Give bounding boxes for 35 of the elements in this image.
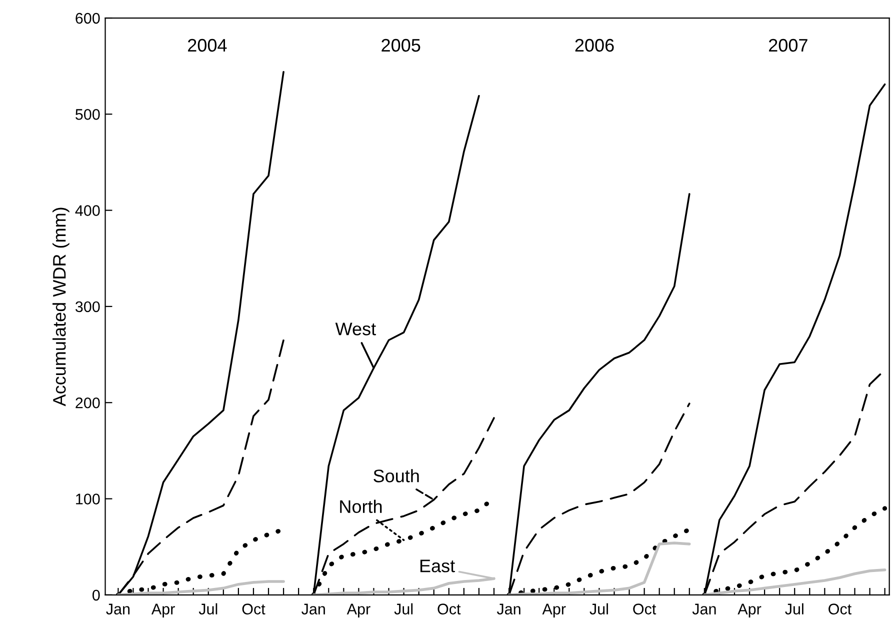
x-tick-label: Apr <box>346 604 370 618</box>
y-tick-label: 100 <box>76 494 100 504</box>
annotation: 2007 <box>769 38 808 52</box>
series-label: South <box>374 469 419 482</box>
legend-label: East <box>420 560 455 572</box>
line-series <box>116 580 285 595</box>
x-tick-label: Apr <box>542 604 566 618</box>
y-tick-label: 300 <box>75 301 100 312</box>
x-tick-label: Jan <box>496 604 520 614</box>
x-tick-label: Oct <box>633 604 656 614</box>
y-tick-label: 200 <box>76 397 100 408</box>
y-axis-title: Accumulated WDR (mm) <box>52 208 70 406</box>
line-series <box>508 542 691 595</box>
x-tick-label: Apr <box>738 604 762 618</box>
annotation: 2006 <box>575 38 614 52</box>
x-tick-label: Jul <box>785 603 804 614</box>
y-tick-label: 400 <box>75 205 100 216</box>
y-tick-label: 500 <box>76 109 100 120</box>
x-tick-label: Jan <box>106 604 130 614</box>
x-tick-label: Jul <box>198 603 218 614</box>
x-tick-label: Oct <box>242 604 266 614</box>
x-tick-label: Oct <box>828 604 852 614</box>
legend-label: North <box>340 500 382 514</box>
y-tick-label: 600 <box>76 12 100 24</box>
x-tick-label: Apr <box>151 604 175 618</box>
x-tick-label: Jul <box>590 603 608 614</box>
x-tick-label: Jan <box>302 604 325 614</box>
series-label: West <box>335 322 376 336</box>
x-tick-label: Jul <box>394 603 413 614</box>
annotation: 2004 <box>188 38 227 52</box>
x-tick-label: Jan <box>692 604 716 614</box>
line-series <box>703 568 886 595</box>
x-tick-label: Oct <box>438 604 461 614</box>
y-tick-label: 0 <box>92 590 100 601</box>
annotation: 2005 <box>382 38 420 52</box>
